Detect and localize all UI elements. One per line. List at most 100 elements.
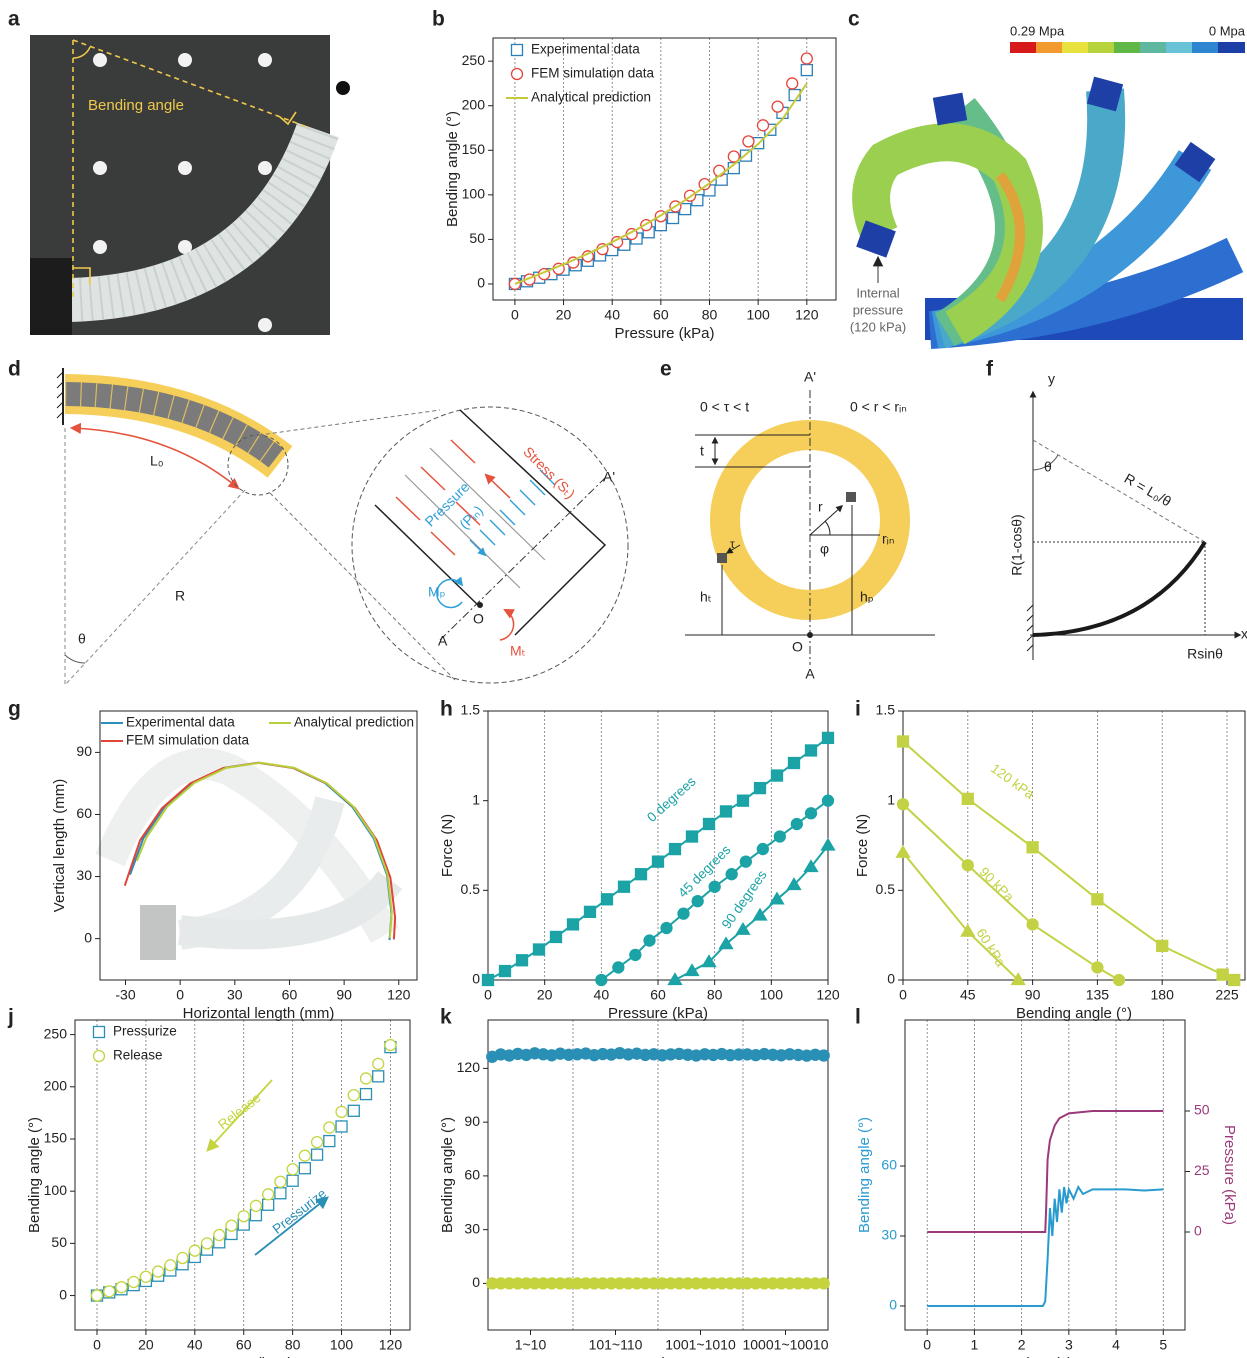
x-axis-label: Pressure (kPa) — [608, 1005, 708, 1022]
data-point — [820, 837, 836, 851]
data-point — [790, 817, 803, 831]
data-point — [701, 954, 717, 968]
data-point — [532, 943, 546, 956]
x-tick-label: 1 — [971, 1337, 979, 1353]
data-point — [335, 1105, 348, 1119]
legend-label: FEM simulation data — [531, 66, 655, 81]
data-point — [262, 1188, 275, 1201]
data-point — [817, 1277, 830, 1290]
data-point — [804, 807, 818, 820]
data-point — [274, 1175, 287, 1188]
series-label: 90 kPa — [976, 864, 1017, 905]
data-point — [961, 859, 974, 872]
y-tick-label: 0 — [889, 1297, 897, 1313]
data-point — [736, 794, 750, 807]
y-tick-label: 200 — [44, 1078, 68, 1094]
data-point — [359, 1087, 373, 1101]
data-point — [595, 973, 608, 987]
data-point — [1156, 939, 1169, 953]
data-point — [770, 769, 784, 782]
legend-marker — [510, 43, 524, 57]
legend-label: Analytical prediction — [294, 715, 414, 730]
diagram-e: A' 0 < τ < t 0 < r < rᵢₙ t r φ τ rᵢₙ hₜ … — [685, 369, 935, 682]
data-point — [237, 1210, 250, 1223]
annotation: Internal — [856, 285, 899, 300]
x-tick-label: 120 — [387, 987, 411, 1003]
data-point — [566, 918, 580, 931]
data-point — [821, 794, 835, 807]
y-tick-label: 90 — [464, 1113, 480, 1129]
series-line — [674, 844, 829, 981]
data-point — [753, 781, 767, 795]
y-tick-label: 100 — [44, 1182, 68, 1198]
legend-label: Pressurize — [113, 1024, 177, 1039]
data-point — [1010, 972, 1026, 986]
series-line — [135, 761, 393, 939]
x-tick-label: 1~10 — [515, 1337, 547, 1353]
y-tick-label: 0 — [472, 1274, 480, 1290]
plot-frame — [492, 37, 837, 301]
legend-marker — [92, 1049, 106, 1063]
label: R = L₀/θ — [1122, 470, 1175, 510]
data-point — [773, 830, 786, 843]
label: Mₜ — [510, 643, 526, 659]
colorbar-label: 0.29 Mpa — [1010, 23, 1065, 38]
x-axis-label: Bending angle (°) — [1016, 1005, 1132, 1022]
data-point — [1228, 973, 1241, 987]
x-tick-label: 40 — [594, 987, 610, 1003]
y-tick-label: 1 — [472, 791, 480, 807]
y-tick-label: 250 — [462, 52, 486, 68]
data-point — [515, 954, 529, 967]
data-point — [286, 1174, 299, 1187]
x-tick-label: 60 — [653, 307, 669, 323]
data-point — [139, 1270, 153, 1283]
data-point — [895, 844, 911, 858]
data-point — [684, 963, 700, 977]
x-tick-label: 100 — [330, 1337, 354, 1353]
x-tick-label: 90 — [336, 987, 352, 1003]
x-tick-label: 20 — [537, 987, 553, 1003]
x-tick-label: 20 — [138, 1337, 154, 1353]
data-point — [896, 735, 910, 748]
x-tick-label: 0 — [923, 1337, 931, 1353]
y-tick-label: 60 — [76, 805, 92, 821]
legend-label: Release — [113, 1048, 163, 1063]
legend-label: Experimental data — [126, 715, 235, 730]
data-point — [668, 842, 682, 856]
panel-label: e — [660, 358, 672, 381]
label: A — [805, 666, 815, 682]
data-point — [691, 894, 704, 908]
data-point — [667, 972, 683, 986]
panel-labels: a b c d e f g h i j k l — [7, 8, 994, 1029]
x-tick-label: 120 — [816, 987, 840, 1003]
data-point — [719, 805, 733, 818]
data-point — [804, 744, 818, 757]
y-tick-label: 150 — [462, 141, 486, 157]
data-point — [498, 964, 512, 978]
x-tick-label: 0 — [899, 987, 907, 1003]
panel-label: a — [8, 8, 20, 31]
x-tick-label: 3 — [1065, 1337, 1073, 1353]
x-tick-label: 5 — [1159, 1337, 1167, 1353]
data-point — [629, 948, 642, 962]
y-tick-label: 250 — [44, 1025, 68, 1041]
data-point — [298, 1162, 312, 1175]
data-point — [1216, 968, 1229, 981]
data-point — [718, 936, 734, 950]
data-point — [286, 1163, 299, 1176]
data-point — [643, 934, 656, 947]
x-tick-label: 45 — [960, 987, 976, 1003]
y-tick-label: 50 — [51, 1234, 67, 1250]
y-axis-label: Force (N) — [854, 814, 871, 877]
x-tick-label: 101~110 — [589, 1337, 643, 1353]
panel-label: f — [986, 358, 994, 381]
label: O — [473, 611, 484, 627]
y-axis-label: Force (N) — [439, 814, 456, 877]
x-tick-label: 0 — [93, 1337, 101, 1353]
y-tick-label: 120 — [457, 1059, 481, 1075]
label: θ — [78, 631, 86, 647]
fem-c: 0.29 Mpa 0 Mpa Internal pressure (120 kP… — [850, 23, 1246, 349]
series-line — [902, 740, 1235, 981]
x-tick-label: 20 — [556, 307, 572, 323]
y-tick-label: 0 — [472, 971, 480, 987]
